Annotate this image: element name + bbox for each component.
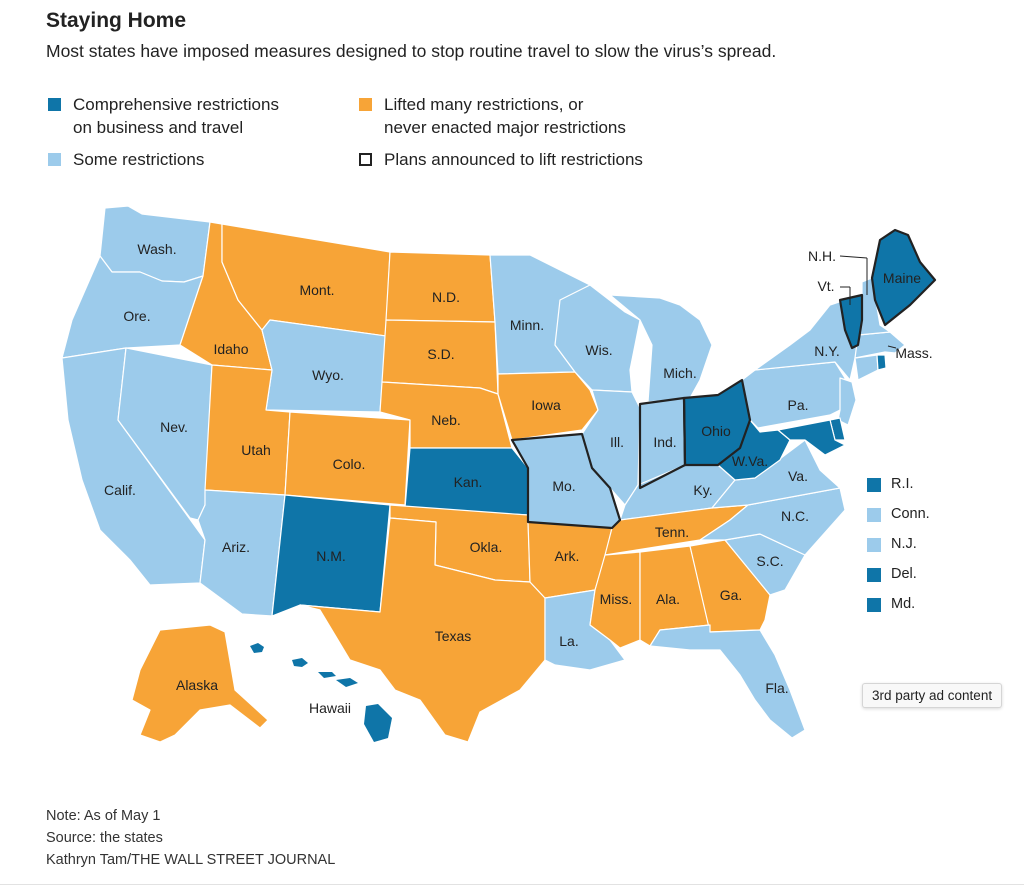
label-kan: Kan. <box>454 474 483 490</box>
label-mich: Mich. <box>663 365 696 381</box>
label-ore: Ore. <box>123 308 150 324</box>
label-vt: Vt. <box>817 278 834 294</box>
small-state-ri-swatch <box>867 478 881 492</box>
label-mo: Mo. <box>552 478 575 494</box>
label-ill: Ill. <box>610 434 624 450</box>
chart-title: Staying Home <box>46 9 187 32</box>
label-ga: Ga. <box>720 587 743 603</box>
label-nd: N.D. <box>432 289 460 305</box>
small-state-del-swatch <box>867 568 881 582</box>
small-state-nj-swatch <box>867 538 881 552</box>
label-sc: S.C. <box>756 553 783 569</box>
label-wash: Wash. <box>137 241 176 257</box>
label-tenn: Tenn. <box>655 524 689 540</box>
footer-source: Source: the states <box>46 830 163 846</box>
chart-subtitle: Most states have imposed measures design… <box>46 41 777 61</box>
label-calif: Calif. <box>104 482 136 498</box>
state-nc <box>699 487 846 556</box>
legend-label-plans: Plans announced to lift restrictions <box>384 150 643 169</box>
label-wyo: Wyo. <box>312 367 344 383</box>
label-utah: Utah <box>241 442 271 458</box>
label-ky: Ky. <box>693 482 712 498</box>
label-ny: N.Y. <box>814 343 839 359</box>
label-maine: Maine <box>883 270 921 286</box>
footer-note: Note: As of May 1 <box>46 808 161 824</box>
legend-swatch-plans <box>359 153 372 166</box>
state-nd <box>385 251 496 323</box>
legend-swatch-some <box>48 153 61 166</box>
label-nh: N.H. <box>808 248 836 264</box>
legend-item-lifted: Lifted many restrictions, or never enact… <box>359 93 679 141</box>
small-state-md-swatch <box>867 598 881 612</box>
state-maine <box>870 228 937 327</box>
small-state-ri-label: R.I. <box>891 476 914 492</box>
state-ohio-outline <box>682 378 752 467</box>
label-ariz: Ariz. <box>222 539 250 555</box>
small-state-nj-label: N.J. <box>891 536 917 552</box>
state-hawaii <box>250 643 392 742</box>
label-la: La. <box>559 633 578 649</box>
state-conn <box>854 354 879 381</box>
state-ill <box>581 389 641 506</box>
legend-swatch-comprehensive <box>48 98 61 111</box>
state-ri <box>876 354 887 371</box>
state-mo-outline <box>510 432 622 530</box>
label-miss: Miss. <box>600 591 633 607</box>
label-mass: Mass. <box>895 345 932 361</box>
state-alaska <box>131 624 269 743</box>
state-wyo <box>261 319 387 413</box>
bottom-divider <box>0 884 1024 885</box>
footer-credit: Kathryn Tam/THE WALL STREET JOURNAL <box>46 852 336 868</box>
label-neb: Neb. <box>431 412 461 428</box>
label-nev: Nev. <box>160 419 188 435</box>
small-state-md-label: Md. <box>891 596 916 612</box>
label-va: Va. <box>788 468 808 484</box>
legend-label-lifted-1: Lifted many restrictions, or <box>384 95 584 114</box>
label-ind: Ind. <box>653 434 676 450</box>
state-texas <box>299 517 546 743</box>
label-hawaii: Hawaii <box>309 700 351 716</box>
legend-label-some: Some restrictions <box>73 150 205 169</box>
state-md <box>777 419 846 456</box>
label-alaska: Alaska <box>176 677 218 693</box>
label-minn: Minn. <box>510 317 544 333</box>
legend-label-comprehensive-2: on business and travel <box>73 118 244 137</box>
label-iowa: Iowa <box>531 397 561 413</box>
label-mont: Mont. <box>299 282 334 298</box>
label-wis: Wis. <box>585 342 612 358</box>
small-state-conn-swatch <box>867 508 881 522</box>
small-state-del-label: Del. <box>891 566 917 582</box>
state-nj <box>837 377 857 426</box>
legend-item-comprehensive: Comprehensive restrictions on business a… <box>48 93 328 141</box>
label-pa: Pa. <box>787 397 808 413</box>
ad-content-badge[interactable]: 3rd party ad content <box>862 683 1003 708</box>
label-ala: Ala. <box>656 591 680 607</box>
state-pa <box>741 361 846 429</box>
label-idaho: Idaho <box>213 341 248 357</box>
state-vt <box>838 293 864 350</box>
leader-mass <box>887 345 897 349</box>
label-nm: N.M. <box>316 548 346 564</box>
label-sd: S.D. <box>427 346 454 362</box>
leader-nh <box>839 255 868 259</box>
label-ark: Ark. <box>555 548 580 564</box>
state-mich <box>609 294 713 403</box>
small-state-conn-label: Conn. <box>891 506 930 522</box>
label-nc: N.C. <box>781 508 809 524</box>
label-wva: W.Va. <box>732 453 768 469</box>
state-wis <box>554 284 641 393</box>
label-colo: Colo. <box>333 456 366 472</box>
state-fla <box>649 624 806 739</box>
label-texas: Texas <box>435 628 472 644</box>
label-okla: Okla. <box>470 539 503 555</box>
legend-item-some: Some restrictions <box>48 148 308 172</box>
label-fla: Fla. <box>765 680 788 696</box>
label-ohio: Ohio <box>701 423 731 439</box>
legend-swatch-lifted <box>359 98 372 111</box>
legend-label-lifted-2: never enacted major restrictions <box>384 118 626 137</box>
legend-label-comprehensive-1: Comprehensive restrictions <box>73 95 279 114</box>
legend-item-plans: Plans announced to lift restrictions <box>359 148 679 172</box>
